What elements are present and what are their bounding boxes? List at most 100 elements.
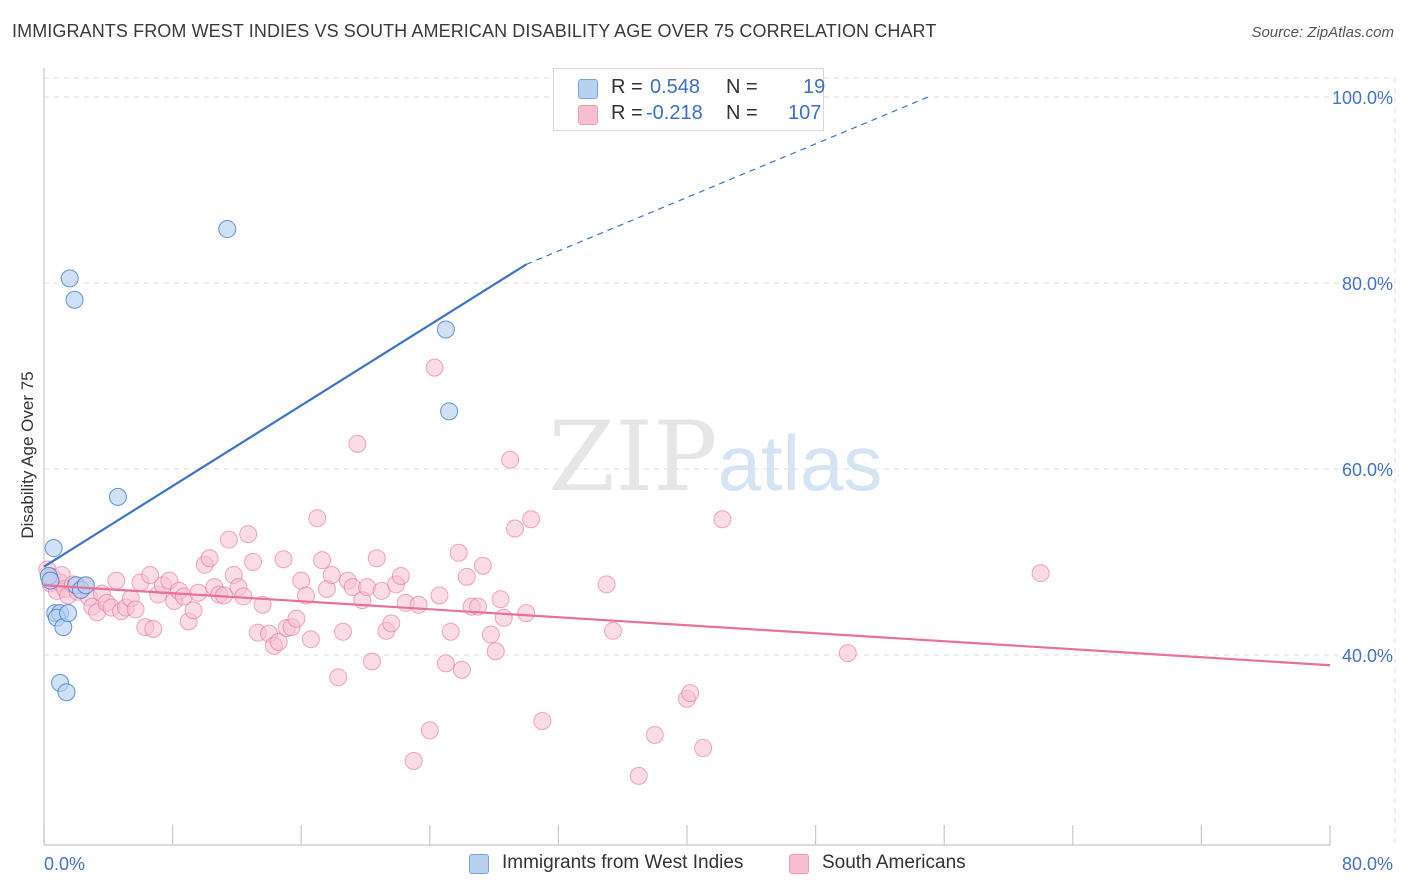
south-americans-point: [473, 556, 492, 575]
south-americans-point: [425, 358, 444, 377]
legend-n-value: 19: [803, 76, 826, 98]
watermark-zip: ZIP: [548, 401, 717, 513]
x-tick-label: 80.0%: [1342, 854, 1393, 874]
south-americans-points: [38, 358, 1050, 785]
watermark-atlas: atlas: [718, 419, 883, 507]
south-americans-point: [449, 543, 468, 562]
south-americans-point: [517, 604, 536, 623]
south-americans-point: [452, 660, 471, 679]
south-americans-point: [333, 622, 352, 641]
south-americans-point: [297, 586, 316, 605]
west-indies-point: [76, 576, 95, 595]
west-indies-points: [39, 220, 459, 702]
south-americans-point: [597, 575, 616, 594]
south-americans-point: [838, 644, 857, 663]
south-americans-point: [322, 566, 341, 585]
south-americans-point: [141, 566, 160, 585]
south-americans-point: [362, 652, 381, 671]
south-americans-point: [441, 622, 460, 641]
south-americans-point: [505, 519, 524, 538]
south-americans-point: [382, 614, 401, 633]
south-americans-point: [491, 590, 510, 609]
south-americans-point: [501, 450, 520, 469]
grid-lines: [44, 77, 1396, 845]
south-americans-point: [107, 571, 126, 590]
south-americans-trend-line: [43, 584, 1331, 667]
south-americans-point: [253, 595, 272, 614]
west-indies-point: [44, 539, 63, 558]
south-americans-point: [184, 601, 203, 620]
south-americans-point: [430, 586, 449, 605]
south-americans-point: [436, 654, 455, 673]
south-americans-point: [243, 553, 262, 571]
y-tick-label: 60.0%: [1342, 460, 1393, 480]
trend-lines: [43, 96, 1331, 667]
west-indies-point: [108, 487, 127, 506]
west-indies-trend-line: [43, 263, 527, 568]
axes: [43, 68, 1331, 846]
south-americans-point: [645, 725, 664, 744]
bottom-legend-label: South Americans: [822, 852, 966, 873]
west-indies-point: [440, 402, 459, 421]
south-americans-point: [308, 509, 327, 528]
watermark: ZIP atlas: [548, 401, 882, 513]
legend-n-label: N =: [726, 76, 758, 98]
south-americans-point: [409, 595, 428, 614]
south-americans-point: [391, 566, 410, 585]
south-americans-point: [144, 619, 163, 638]
west-indies-point: [59, 604, 78, 623]
y-tick-label: 40.0%: [1342, 646, 1393, 666]
south-americans-point: [1031, 564, 1050, 583]
legend-n-value: 107: [788, 102, 822, 124]
west-indies-point: [436, 320, 455, 339]
south-americans-point: [494, 608, 513, 627]
south-americans-point: [694, 739, 713, 757]
south-americans-point: [219, 530, 238, 549]
bottom-legend-swatch-pink: [789, 854, 809, 874]
source-credit: Source: ZipAtlas.com: [1251, 24, 1394, 41]
south-americans-point: [522, 510, 541, 529]
west-indies-point: [65, 290, 84, 309]
legend-swatch-blue: [578, 79, 598, 99]
south-americans-point: [292, 571, 311, 590]
south-americans-point: [239, 525, 258, 544]
y-axis-label: Disability Age Over 75: [18, 371, 37, 538]
west-indies-point: [57, 683, 76, 702]
south-americans-point: [420, 721, 439, 740]
legend-r-value: -0.218: [646, 102, 703, 124]
south-americans-point: [486, 642, 505, 661]
south-americans-point: [189, 583, 208, 602]
south-americans-point: [367, 549, 386, 568]
legend-r-label: R =: [611, 102, 643, 124]
x-tick-label: 0.0%: [44, 854, 85, 874]
south-americans-point: [404, 752, 423, 771]
south-americans-point: [348, 434, 367, 453]
y-tick-label: 80.0%: [1342, 274, 1393, 294]
south-americans-point: [301, 630, 320, 649]
south-americans-point: [269, 632, 288, 651]
correlation-legend: R = 0.548 N = 19 R = -0.218 N = 107: [553, 68, 826, 131]
tick-labels: 40.0% 60.0% 80.0% 100.0% 0.0% 80.0%: [44, 88, 1393, 874]
y-tick-label: 100.0%: [1332, 88, 1393, 108]
south-americans-point: [313, 551, 332, 570]
south-americans-point: [533, 712, 552, 731]
west-indies-point: [218, 220, 237, 239]
south-americans-point: [481, 625, 500, 644]
legend-r-value: 0.548: [650, 76, 701, 98]
south-americans-point: [681, 684, 700, 703]
south-americans-point: [604, 621, 623, 640]
south-americans-point: [713, 510, 732, 529]
bottom-legend-swatch-blue: [469, 854, 489, 874]
legend-r-label: R =: [611, 76, 643, 98]
legend-swatch-pink: [578, 105, 598, 125]
south-americans-point: [126, 600, 145, 619]
south-americans-point: [629, 766, 648, 785]
chart-title: IMMIGRANTS FROM WEST INDIES VS SOUTH AME…: [12, 21, 937, 41]
south-americans-point: [287, 609, 306, 628]
south-americans-point: [457, 567, 476, 586]
south-americans-point: [329, 668, 348, 687]
legend-n-label: N =: [726, 102, 758, 124]
south-americans-point: [274, 550, 293, 569]
west-indies-point: [60, 269, 79, 288]
